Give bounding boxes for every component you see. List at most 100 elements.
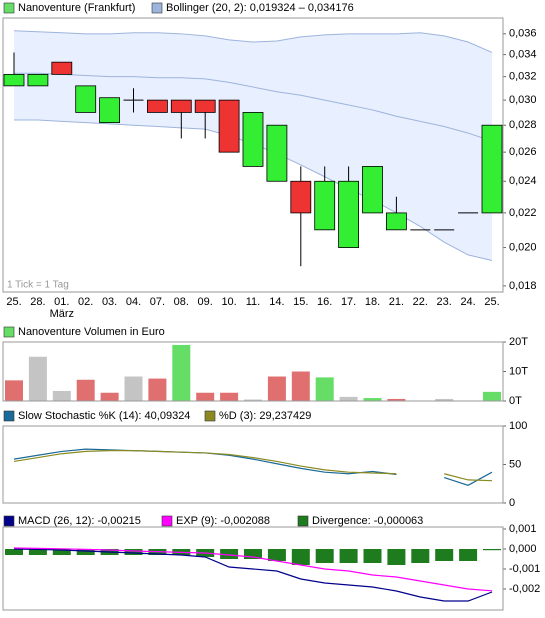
bar: [363, 398, 382, 401]
bar: [220, 392, 239, 401]
candle-body: [266, 124, 288, 182]
bollinger-upper: [13, 30, 493, 53]
bar: [28, 356, 47, 401]
bar: [124, 549, 143, 555]
bar: [148, 378, 167, 401]
legend-swatch: [151, 2, 163, 14]
y-tick-label: -0,001: [509, 563, 540, 575]
x-tick-label: 01.: [54, 296, 69, 308]
bollinger-middle: [14, 72, 493, 142]
candle-body: [314, 180, 336, 231]
legend-swatch: [3, 410, 15, 422]
x-tick-label: 03.: [102, 296, 117, 308]
bar: [435, 398, 454, 401]
y-tick-label: 0,020: [509, 241, 537, 253]
bar: [339, 396, 358, 401]
bar: [339, 549, 358, 563]
bar: [100, 392, 119, 401]
bar: [363, 549, 382, 563]
x-tick-label: 09.: [198, 296, 213, 308]
bar: [28, 549, 47, 555]
bar: [52, 390, 71, 401]
candle-body: [146, 99, 168, 113]
line-series: [13, 548, 493, 602]
x-tick-label: 10.: [221, 296, 236, 308]
x-tick-label: 18.: [365, 296, 380, 308]
x-tick-label: 23.: [437, 296, 452, 308]
candle-body: [3, 73, 25, 87]
y-tick-label: 0: [509, 497, 515, 509]
x-tick-label: 22.: [413, 296, 428, 308]
y-tick-label: -0,002: [509, 583, 540, 595]
candle-body: [194, 99, 216, 113]
y-tick-label: 0,001: [509, 523, 537, 535]
x-annotation: März: [50, 308, 74, 320]
bar: [267, 549, 286, 561]
x-tick-label: 16.: [317, 296, 332, 308]
bar: [483, 549, 501, 551]
bar: [387, 549, 406, 565]
y-tick-label: 0,036: [509, 28, 537, 40]
bar: [291, 371, 310, 401]
x-tick-label: 25.: [484, 296, 499, 308]
plot-frame: [2, 17, 504, 293]
bar: [52, 549, 71, 555]
bar: [387, 398, 406, 401]
legend-swatch: [3, 515, 15, 527]
y-tick-label: 0,018: [509, 280, 537, 292]
legend-label: Nanoventure Volumen in Euro: [18, 326, 165, 338]
bar: [291, 549, 310, 565]
x-tick-label: 04.: [126, 296, 141, 308]
x-tick-label: 02.: [78, 296, 93, 308]
bar: [172, 344, 191, 401]
candle-body: [362, 166, 383, 214]
bar: [76, 379, 95, 401]
y-tick-label: 0,034: [509, 49, 537, 61]
x-tick-label: 17.: [341, 296, 356, 308]
line-series: [13, 547, 493, 592]
plot-frame: [2, 341, 504, 402]
x-tick-label: 11.: [246, 296, 260, 308]
bar: [244, 549, 262, 559]
bar: [5, 380, 23, 401]
x-tick-label: 25.: [6, 296, 21, 308]
x-tick-label: 24.: [460, 296, 475, 308]
bar: [196, 392, 215, 401]
legend-swatch: [3, 326, 15, 338]
y-tick-label: 10T: [509, 365, 528, 377]
bar: [267, 376, 286, 401]
candle-body: [170, 99, 192, 113]
bar: [5, 549, 23, 555]
legend-swatch: [204, 410, 216, 422]
y-tick-label: 50: [509, 458, 521, 470]
bar: [411, 549, 430, 563]
legend-swatch: [161, 515, 173, 527]
y-tick-label: 0,000: [509, 543, 537, 555]
candle-body: [338, 180, 360, 248]
x-tick-label: 07.: [150, 296, 165, 308]
candle-body: [290, 180, 312, 214]
bar: [124, 376, 143, 401]
y-tick-label: 0,030: [509, 94, 537, 106]
y-tick-label: 20T: [509, 336, 528, 348]
x-tick-label: 14.: [269, 296, 284, 308]
bar: [244, 399, 262, 401]
plot-frame: [2, 425, 504, 504]
candle-body: [218, 99, 240, 153]
y-tick-label: 0,028: [509, 119, 537, 131]
bar: [220, 549, 239, 559]
bar: [435, 549, 454, 561]
candle-body: [385, 212, 407, 231]
y-tick-label: 0,022: [509, 207, 537, 219]
candle-body: [75, 85, 97, 113]
y-tick-label: 0T: [509, 395, 522, 407]
legend-label: Slow Stochastic %K (14): 40,09324: [18, 410, 190, 422]
bar: [483, 391, 501, 401]
y-tick-label: 0,026: [509, 146, 537, 158]
legend-label: Divergence: -0,000063: [312, 515, 423, 527]
y-tick-label: 0,032: [509, 71, 537, 83]
legend-label: EXP (9): -0,002088: [176, 515, 270, 527]
candle-body: [481, 124, 503, 214]
